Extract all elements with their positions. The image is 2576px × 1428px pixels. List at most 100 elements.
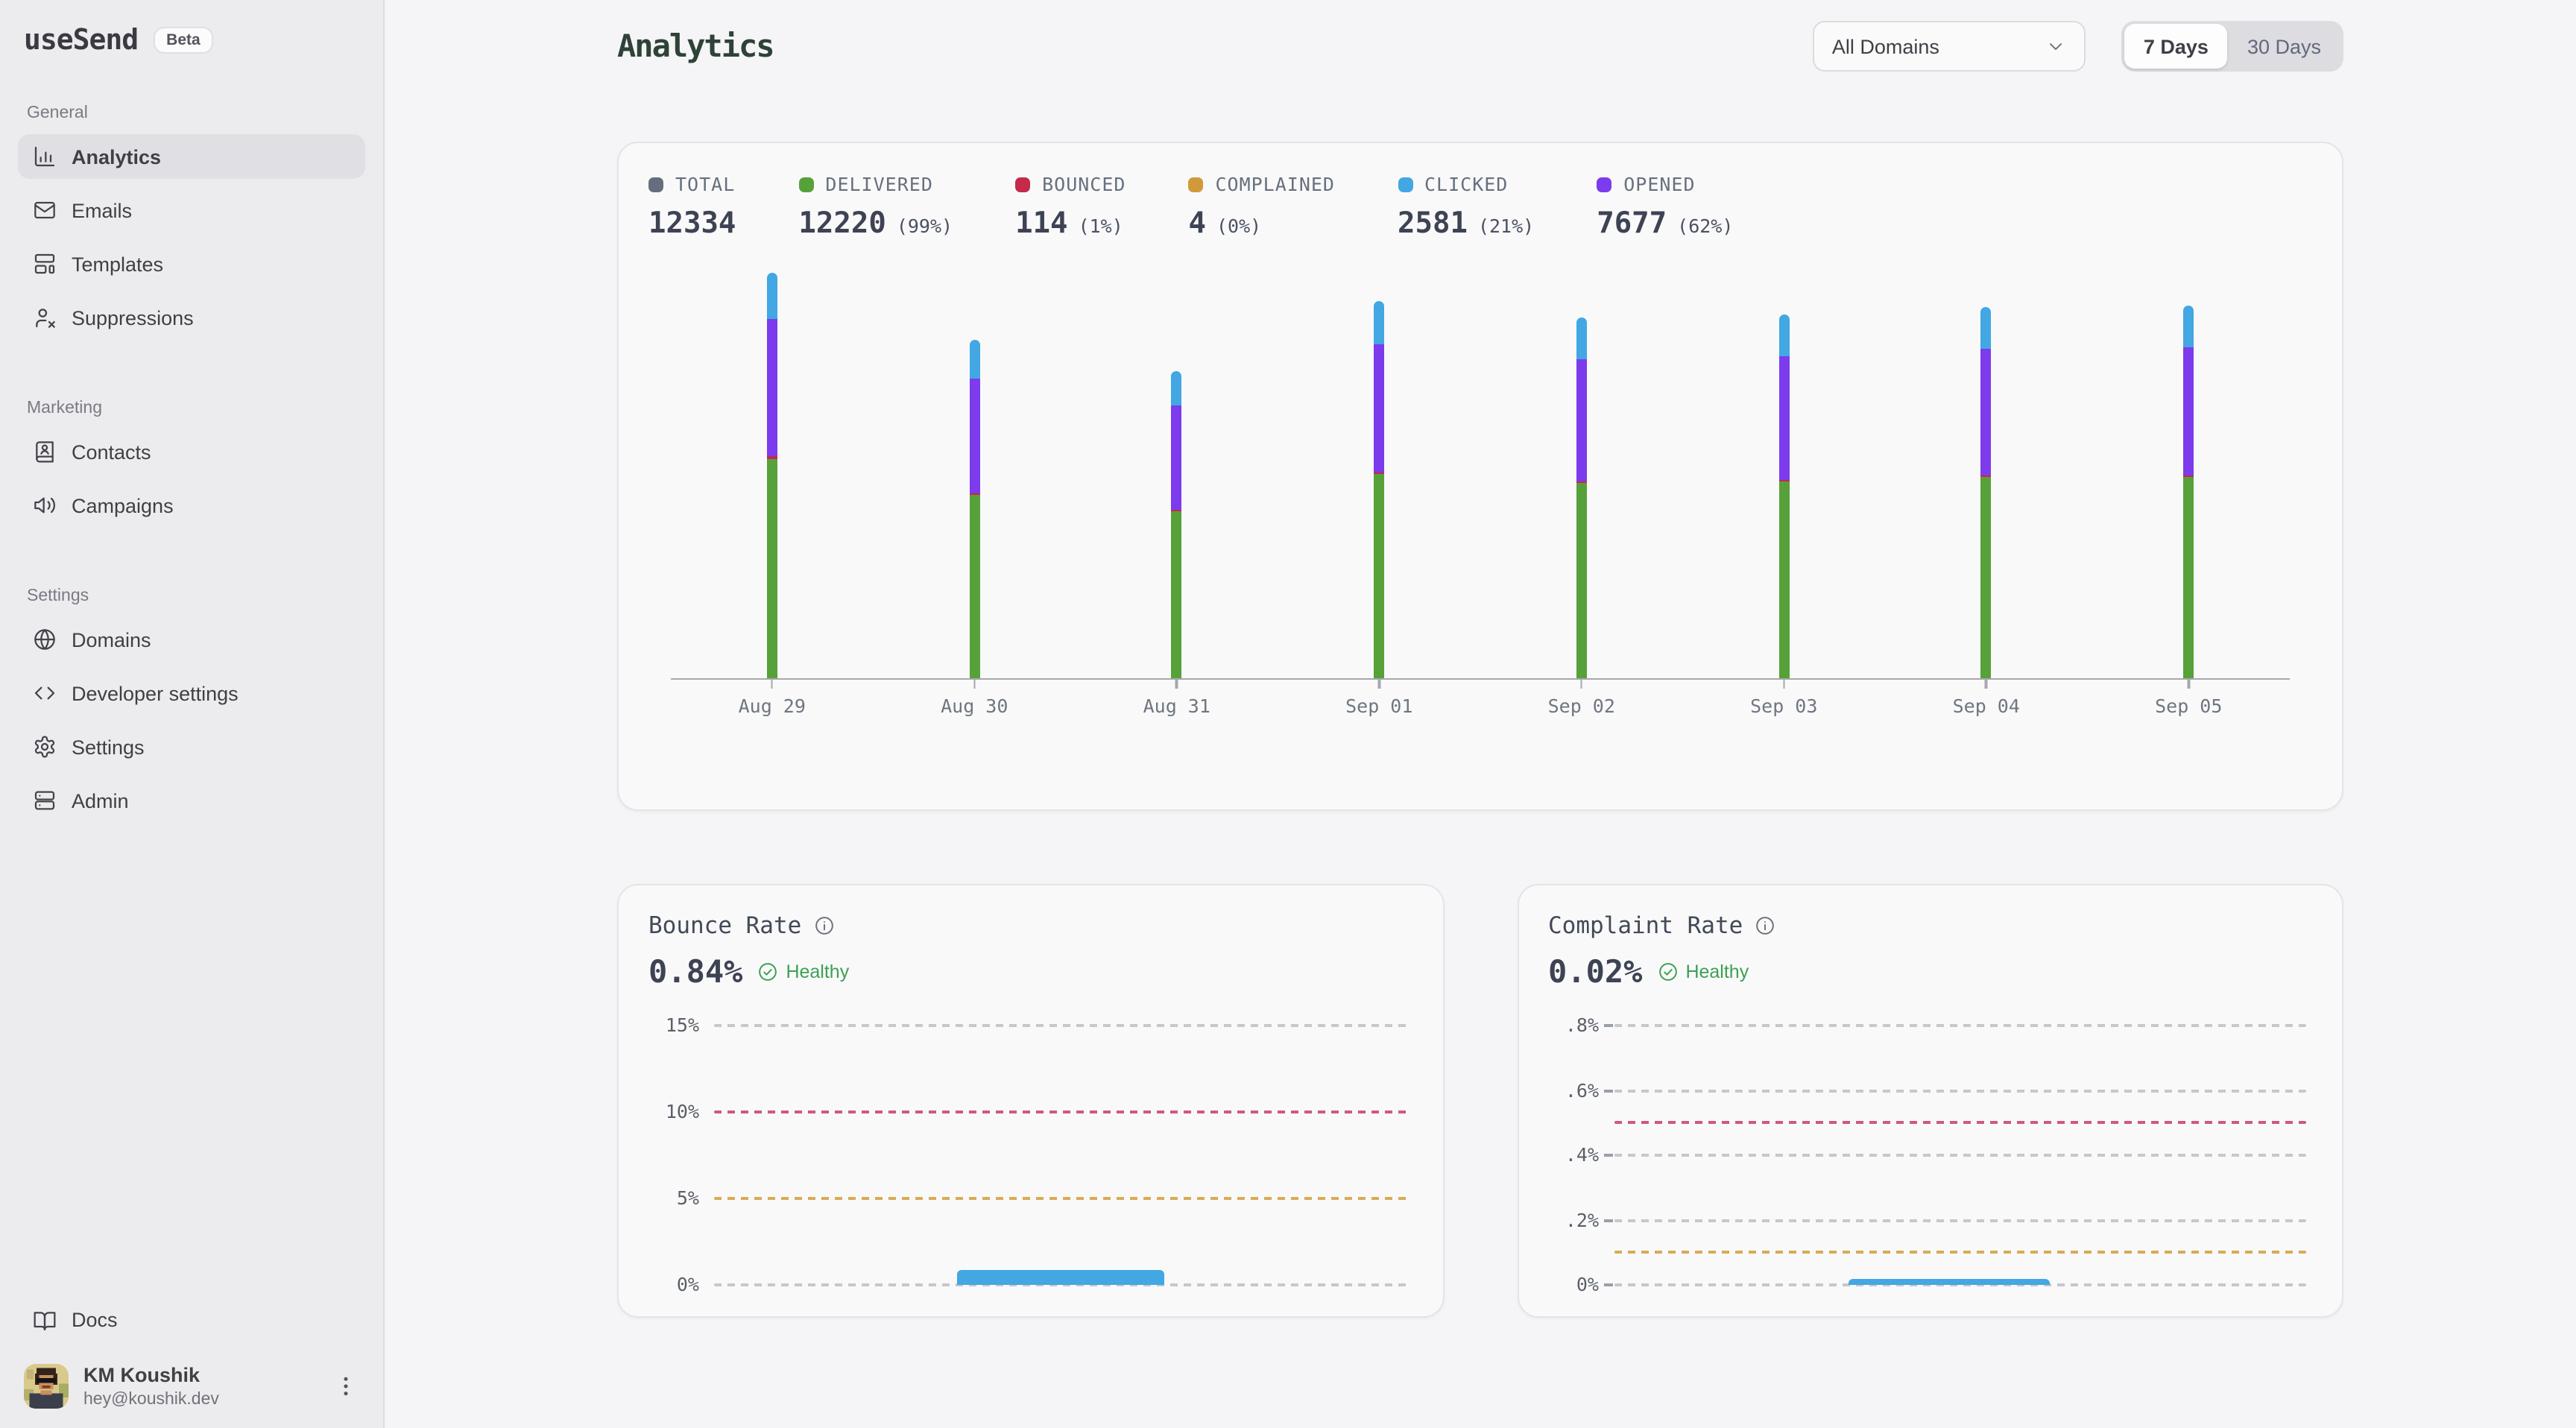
sidebar-item-label: Templates: [72, 253, 164, 275]
stat-value: 7677: [1597, 206, 1667, 240]
y-axis-label: 0%: [676, 1273, 699, 1295]
x-axis-tick: [1580, 680, 1583, 689]
bar-segment-delivered: [1374, 474, 1385, 678]
sidebar-item-settings[interactable]: Settings: [18, 724, 365, 769]
x-axis-label: Aug 31: [1143, 695, 1210, 717]
gridline: [1614, 1024, 2306, 1027]
y-axis-label: .6%: [1565, 1078, 1599, 1101]
sidebar-footer: Docs: [18, 1298, 365, 1417]
sidebar-item-label: Docs: [72, 1309, 118, 1332]
stat-value: 4: [1188, 206, 1206, 240]
kebab-menu-icon[interactable]: [332, 1374, 359, 1400]
stat-label: CLICKED: [1424, 173, 1509, 195]
stat-delivered: DELIVERED 12220 (99%): [798, 173, 953, 240]
sidebar-item-suppressions[interactable]: Suppressions: [18, 295, 365, 340]
bounce-rate-header: Bounce Rate: [648, 912, 1412, 939]
complaint-rate-chart: .8% .6% .4% .2% 0%: [1548, 1014, 2312, 1295]
bar-segment-opened: [969, 379, 980, 494]
threshold-line-amber: [1614, 1251, 2306, 1254]
bar-segment-bounced: [969, 493, 980, 496]
range-7-days-button[interactable]: 7 Days: [2124, 24, 2228, 69]
sidebar-item-admin[interactable]: Admin: [18, 778, 365, 823]
y-axis-label: 0%: [1576, 1273, 1599, 1295]
sidebar-item-domains[interactable]: Domains: [18, 617, 365, 662]
bar-segment-bounced: [2183, 475, 2194, 477]
bar-segment-clicked: [1980, 306, 1992, 350]
nav-section-label: Marketing: [27, 399, 102, 417]
y-axis-label: 5%: [676, 1187, 699, 1209]
sidebar-item-label: Emails: [72, 199, 133, 221]
user-menu[interactable]: KM Koushik hey@koushik.dev: [18, 1352, 365, 1417]
sidebar-item-templates[interactable]: Templates: [18, 241, 365, 286]
sidebar-item-contacts[interactable]: Contacts: [18, 429, 365, 474]
x-axis-tick: [973, 680, 976, 689]
threshold-line-red: [714, 1111, 1407, 1113]
y-axis-tick: [1603, 1154, 1612, 1157]
x-axis-label: Sep 02: [1547, 695, 1615, 717]
bar-segment-bounced: [1980, 475, 1992, 478]
stat-total: TOTAL 12334: [648, 173, 736, 240]
sidebar: useSend Beta General Analytics Emails Templ…: [0, 0, 385, 1428]
x-axis-tick: [1377, 680, 1380, 689]
stacked-bar-sep-02: [1576, 317, 1587, 678]
info-icon[interactable]: [813, 915, 834, 936]
sidebar-item-developer-settings[interactable]: Developer settings: [18, 671, 365, 715]
sidebar-nav: General Analytics Emails Templates Suppressi…: [18, 104, 365, 823]
bar-chart-icon: [33, 145, 57, 168]
sidebar-item-analytics[interactable]: Analytics: [18, 134, 365, 179]
range-30-days-button[interactable]: 30 Days: [2228, 24, 2340, 69]
x-axis-label: Aug 29: [738, 695, 806, 717]
megaphone-icon: [33, 493, 57, 517]
info-icon[interactable]: [1755, 915, 1775, 936]
gridline: [714, 1283, 1407, 1286]
stacked-bar-sep-05: [2183, 305, 2194, 678]
sidebar-item-label: Suppressions: [72, 306, 194, 329]
bar-segment-bounced: [1374, 473, 1385, 475]
bar-segment-delivered: [766, 458, 777, 678]
nav-section-label: Settings: [27, 587, 89, 605]
stacked-bar-aug-29: [766, 273, 777, 678]
stat-label: TOTAL: [675, 173, 736, 195]
user-email: hey@koushik.dev: [83, 1390, 219, 1409]
sidebar-item-emails[interactable]: Emails: [18, 188, 365, 233]
stat-percent: (0%): [1216, 215, 1262, 237]
complaint-rate-value: 0.02%: [1548, 954, 1643, 990]
user-x-icon: [33, 306, 57, 329]
threshold-line-amber: [714, 1197, 1407, 1200]
sidebar-item-label: Domains: [72, 628, 151, 651]
stat-label: OPENED: [1623, 173, 1696, 195]
legend-dot: [1597, 177, 1612, 192]
sidebar-item-campaigns[interactable]: Campaigns: [18, 483, 365, 528]
stat-value: 12220: [798, 206, 886, 240]
code-icon: [33, 681, 57, 705]
stats-legend-row: TOTAL 12334 DELIVERED 12220 (99%) BOUNCED 114 (…: [648, 173, 2312, 240]
stat-value: 2581: [1398, 206, 1468, 240]
stat-clicked: CLICKED 2581 (21%): [1398, 173, 1534, 240]
user-info: KM Koushik hey@koushik.dev: [83, 1364, 219, 1411]
legend-dot: [798, 177, 814, 192]
stacked-bar-sep-03: [1778, 315, 1790, 678]
bar-segment-delivered: [1778, 481, 1790, 678]
rate-plot-area: [1614, 1024, 2306, 1286]
domain-filter-select[interactable]: All Domains: [1812, 21, 2086, 72]
x-axis-tick: [1175, 680, 1178, 689]
stat-label: DELIVERED: [825, 173, 933, 195]
bar-segment-opened: [1171, 405, 1182, 511]
y-axis-label: .4%: [1565, 1143, 1599, 1166]
bar-segment-opened: [2183, 347, 2194, 476]
layout-template-icon: [33, 252, 57, 276]
bar-segment-clicked: [969, 340, 980, 379]
complaint-rate-title: Complaint Rate: [1548, 912, 1743, 939]
gridline: [1614, 1283, 2306, 1286]
domain-filter-value: All Domains: [1831, 35, 1939, 57]
complaint-rate-card: Complaint Rate 0.02% Healthy .8% .6% .4% .2…: [1517, 884, 2343, 1318]
x-axis-tick: [1985, 680, 1988, 689]
complaint-rate-header: Complaint Rate: [1548, 912, 2312, 939]
legend-dot: [1015, 177, 1031, 192]
gridline: [1614, 1154, 2306, 1157]
x-axis-label: Sep 03: [1750, 695, 1818, 717]
sidebar-item-docs[interactable]: Docs: [18, 1298, 365, 1343]
x-axis-label: Sep 05: [2155, 695, 2223, 717]
stacked-bar-sep-04: [1980, 306, 1992, 678]
date-range-toggle: 7 Days 30 Days: [2121, 21, 2343, 72]
